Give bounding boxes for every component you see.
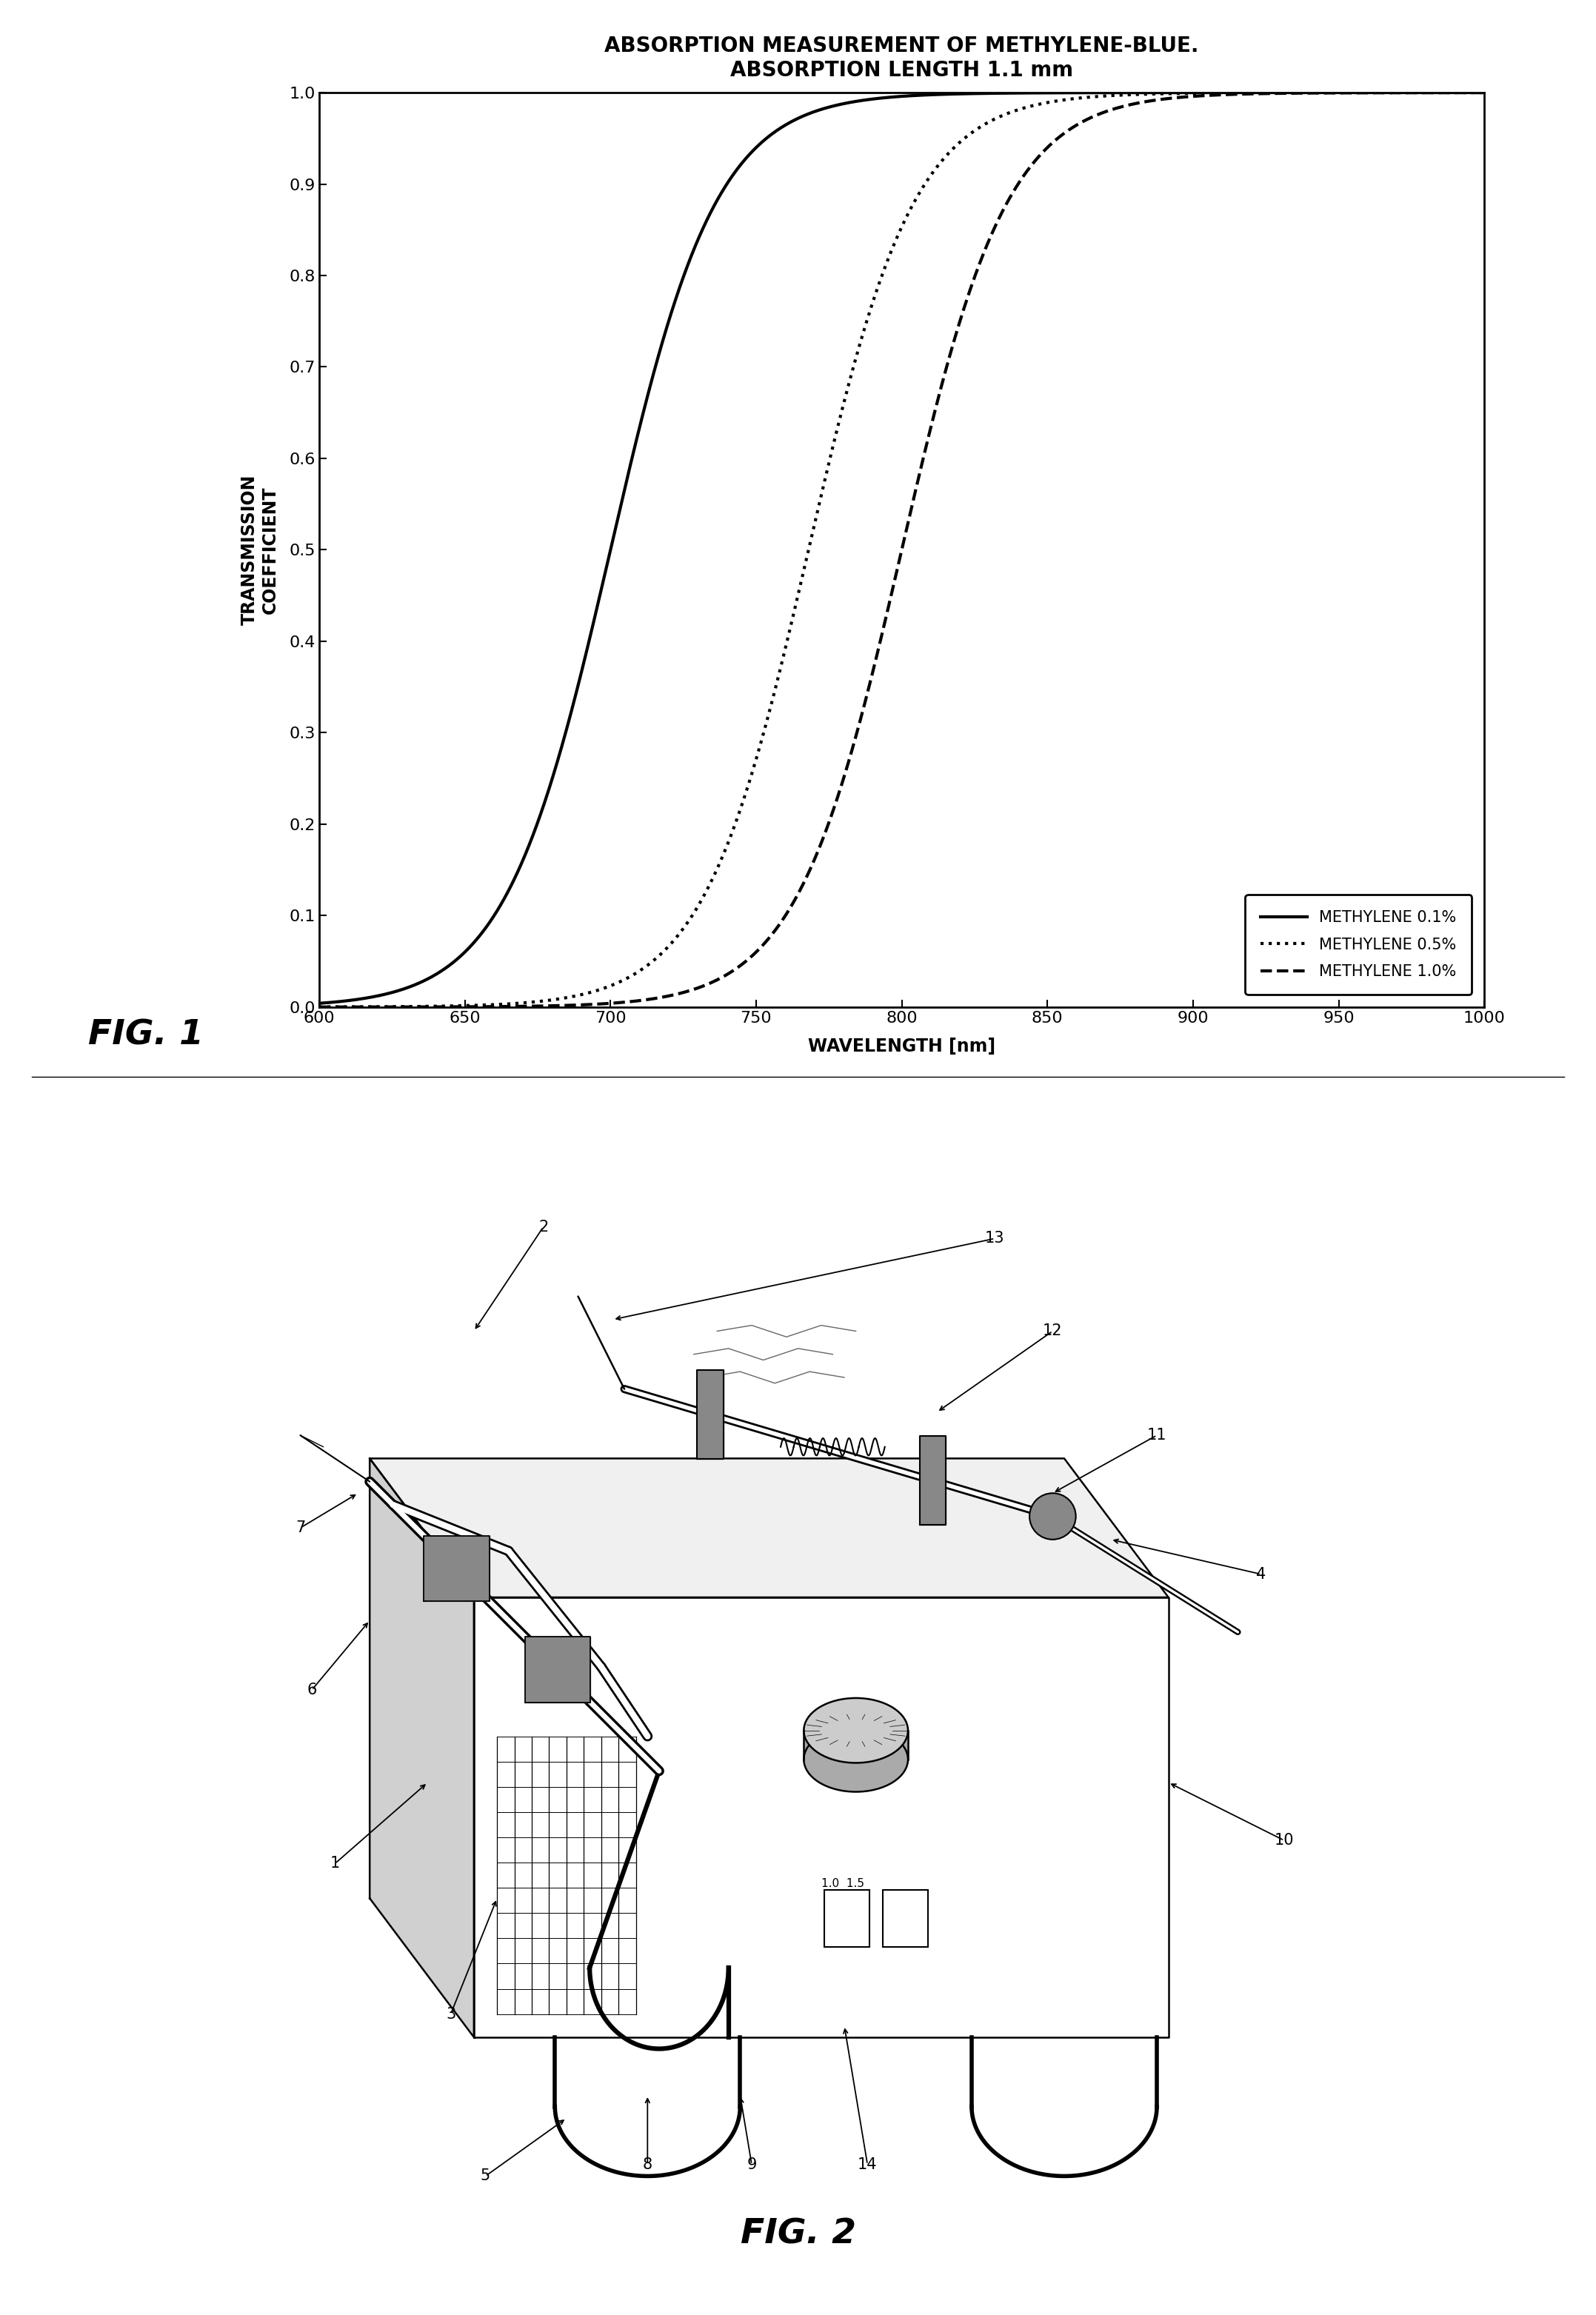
Text: 12: 12 bbox=[1042, 1324, 1063, 1338]
Title: ABSORPTION MEASUREMENT OF METHYLENE-BLUE.
ABSORPTION LENGTH 1.1 mm: ABSORPTION MEASUREMENT OF METHYLENE-BLUE… bbox=[605, 35, 1199, 81]
METHYLENE 1.0% bbox=[1326, 79, 1345, 106]
Polygon shape bbox=[525, 1637, 591, 1702]
FancyBboxPatch shape bbox=[883, 1889, 927, 1947]
METHYLENE 0.1% bbox=[1475, 79, 1494, 106]
Line: METHYLENE 0.1%: METHYLENE 0.1% bbox=[319, 93, 1484, 1002]
Text: FIG. 1: FIG. 1 bbox=[88, 1019, 203, 1051]
Text: 3: 3 bbox=[445, 2007, 455, 2021]
METHYLENE 0.5% bbox=[757, 711, 776, 738]
METHYLENE 0.5% bbox=[1475, 79, 1494, 106]
METHYLENE 1.0% bbox=[1452, 79, 1472, 106]
Circle shape bbox=[1029, 1493, 1076, 1539]
METHYLENE 0.5% bbox=[1452, 79, 1472, 106]
Text: 13: 13 bbox=[985, 1232, 1004, 1245]
Polygon shape bbox=[697, 1370, 723, 1458]
METHYLENE 0.1% bbox=[442, 949, 461, 977]
Y-axis label: TRANSMISSION
COEFFICIENT: TRANSMISSION COEFFICIENT bbox=[241, 475, 279, 625]
Text: 14: 14 bbox=[857, 2158, 878, 2171]
Line: METHYLENE 0.5%: METHYLENE 0.5% bbox=[319, 93, 1484, 1007]
METHYLENE 0.5% bbox=[310, 993, 329, 1021]
Text: 6: 6 bbox=[306, 1683, 316, 1697]
Polygon shape bbox=[474, 1597, 1168, 2037]
Polygon shape bbox=[919, 1435, 946, 1526]
METHYLENE 1.0% bbox=[512, 993, 531, 1021]
Ellipse shape bbox=[804, 1699, 908, 1764]
Polygon shape bbox=[370, 1458, 1168, 1597]
Legend: METHYLENE 0.1%, METHYLENE 0.5%, METHYLENE 1.0%: METHYLENE 0.1%, METHYLENE 0.5%, METHYLEN… bbox=[1245, 894, 1472, 995]
METHYLENE 1.0% bbox=[1475, 79, 1494, 106]
Ellipse shape bbox=[804, 1727, 908, 1792]
METHYLENE 0.1% bbox=[808, 97, 827, 125]
FancyBboxPatch shape bbox=[825, 1889, 870, 1947]
METHYLENE 0.5% bbox=[442, 993, 461, 1021]
Text: 10: 10 bbox=[1274, 1833, 1294, 1847]
METHYLENE 0.1% bbox=[1452, 79, 1472, 106]
METHYLENE 0.5% bbox=[512, 989, 531, 1016]
Text: 5: 5 bbox=[480, 2169, 490, 2183]
Text: 4: 4 bbox=[1256, 1567, 1266, 1581]
Text: 1: 1 bbox=[330, 1857, 340, 1871]
Text: 7: 7 bbox=[295, 1521, 305, 1535]
Polygon shape bbox=[370, 1458, 474, 2037]
METHYLENE 0.5% bbox=[808, 502, 827, 530]
METHYLENE 1.0% bbox=[808, 840, 827, 868]
Polygon shape bbox=[425, 1535, 490, 1602]
METHYLENE 1.0% bbox=[442, 993, 461, 1021]
METHYLENE 1.0% bbox=[310, 993, 329, 1021]
Text: 11: 11 bbox=[1148, 1428, 1167, 1442]
METHYLENE 0.1% bbox=[757, 125, 776, 153]
X-axis label: WAVELENGTH [nm]: WAVELENGTH [nm] bbox=[808, 1037, 996, 1056]
Polygon shape bbox=[804, 1732, 908, 1759]
METHYLENE 0.1% bbox=[310, 989, 329, 1016]
Text: FIG. 2: FIG. 2 bbox=[741, 2218, 855, 2250]
Line: METHYLENE 1.0%: METHYLENE 1.0% bbox=[319, 93, 1484, 1007]
METHYLENE 1.0% bbox=[757, 928, 776, 956]
METHYLENE 0.5% bbox=[1326, 79, 1345, 106]
Text: 8: 8 bbox=[643, 2158, 653, 2171]
METHYLENE 0.1% bbox=[1326, 79, 1345, 106]
Text: 1.0  1.5: 1.0 1.5 bbox=[822, 1877, 863, 1889]
Text: 9: 9 bbox=[747, 2158, 757, 2171]
Text: 2: 2 bbox=[538, 1220, 549, 1234]
METHYLENE 0.1% bbox=[512, 850, 531, 877]
